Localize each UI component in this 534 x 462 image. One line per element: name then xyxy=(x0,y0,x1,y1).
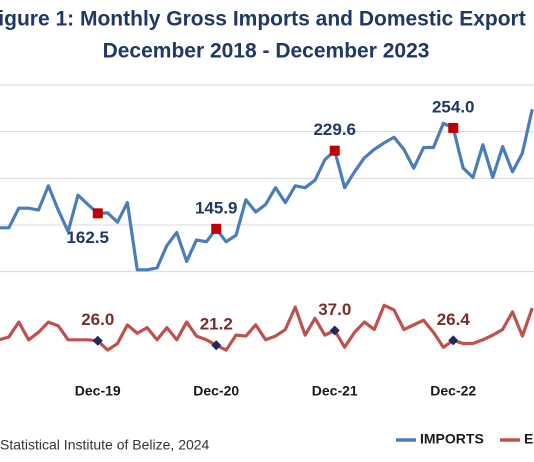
data-label: 254.0 xyxy=(432,97,475,116)
data-label: 26.4 xyxy=(437,310,471,329)
data-label: 229.6 xyxy=(313,120,356,139)
chart-subtitle: December 2018 - December 2023 xyxy=(103,40,430,63)
point-marker xyxy=(448,335,459,346)
data-label: 162.5 xyxy=(66,228,109,247)
point-marker xyxy=(92,335,103,346)
legend-label: E xyxy=(524,431,533,447)
x-tick-label: Dec-22 xyxy=(430,383,476,399)
x-tick-label: Dec-21 xyxy=(312,383,358,399)
data-label: 37.0 xyxy=(318,300,351,319)
x-tick-label: Dec-19 xyxy=(75,383,121,399)
series-line xyxy=(0,108,534,272)
data-label: 26.0 xyxy=(81,310,114,329)
x-tick-label: Dec-20 xyxy=(193,383,239,399)
data-label: 145.9 xyxy=(195,198,238,217)
point-marker xyxy=(211,223,222,234)
legend-label: IMPORTS xyxy=(420,431,484,447)
chart-title: igure 1: Monthly Gross Imports and Domes… xyxy=(0,8,526,31)
point-marker xyxy=(329,145,340,156)
point-marker xyxy=(448,122,459,133)
data-label: 21.2 xyxy=(200,315,233,334)
series-line xyxy=(0,303,534,352)
point-marker xyxy=(329,325,340,336)
point-marker xyxy=(211,340,222,351)
point-marker xyxy=(92,208,103,219)
source-note: Statistical Institute of Belize, 2024 xyxy=(0,437,210,453)
